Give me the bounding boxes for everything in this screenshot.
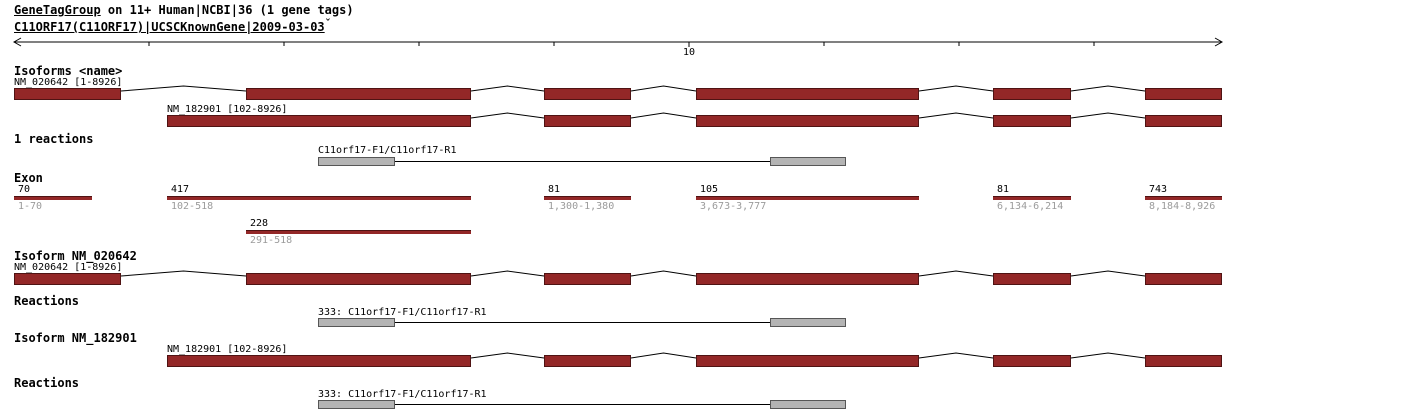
exon-box[interactable] [14, 273, 121, 285]
intron-connector [470, 270, 545, 277]
intron-connector [918, 352, 994, 359]
section-isoform-nm020642-header: Isoform NM_020642 [14, 249, 137, 263]
intron-connector [918, 85, 994, 92]
exon-bar[interactable] [544, 196, 631, 200]
header-line2: C11ORF17(C11ORF17)|UCSCKnownGene|2009-03… [14, 17, 332, 34]
exon-box[interactable] [544, 88, 631, 100]
exon-range-label: 3,673-3,777 [700, 201, 767, 212]
genetaggroup-link[interactable]: GeneTagGroup [14, 3, 101, 17]
exon-count-label: 81 [997, 184, 1010, 195]
section-reactions-header-2: Reactions [14, 376, 80, 390]
exon-range-label: 102-518 [171, 201, 214, 212]
transcript-label-nm182901-isoform[interactable]: NM_182901 [102-8926] [167, 344, 288, 355]
exon-box[interactable] [167, 355, 471, 367]
section-exon-header: Exon [14, 171, 43, 185]
exon-bar[interactable] [14, 196, 92, 200]
exon-bar[interactable] [696, 196, 919, 200]
exon-bar[interactable] [167, 196, 471, 200]
exon-box[interactable] [246, 88, 471, 100]
intron-connector [918, 270, 994, 277]
transcript-label-nm020642-isoform[interactable]: NM_020642 [1-8926] [14, 262, 123, 273]
exon-box[interactable] [1145, 273, 1222, 285]
primer-box[interactable] [770, 400, 846, 409]
exon-box[interactable] [1145, 355, 1222, 367]
section-isoform-nm182901-header: Isoform NM_182901 [14, 331, 137, 345]
intron-connector [470, 112, 545, 119]
reaction-label-nm182901[interactable]: 333: C11orf17-F1/C11orf17-R1 [318, 389, 487, 400]
exon-bar[interactable] [246, 230, 471, 234]
exon-count-label: 743 [1149, 184, 1168, 195]
intron-connector [1070, 270, 1146, 277]
exon-box[interactable] [544, 355, 631, 367]
primer-box[interactable] [318, 157, 395, 166]
intron-connector [470, 352, 545, 359]
exon-box[interactable] [696, 88, 919, 100]
exon-range-label: 291-518 [250, 235, 293, 246]
primer-box[interactable] [318, 400, 395, 409]
header-line1: GeneTagGroup on 11+ Human|NCBI|36 (1 gen… [14, 3, 354, 17]
gene-tag-link[interactable]: C11ORF17(C11ORF17)|UCSCKnownGene|2009-03… [14, 20, 325, 34]
exon-bar[interactable] [993, 196, 1071, 200]
transcript-label-nm182901-overview[interactable]: NM_182901 [102-8926] [167, 104, 288, 115]
exon-range-label: 6,134-6,214 [997, 201, 1064, 212]
exon-range-label: 1-70 [18, 201, 43, 212]
exon-box[interactable] [696, 355, 919, 367]
intron-connector [1070, 352, 1146, 359]
section-reactions-count-header: 1 reactions [14, 132, 94, 146]
exon-box[interactable] [246, 273, 471, 285]
intron-connector [630, 270, 697, 277]
intron-connector [120, 85, 247, 92]
intron-connector [630, 85, 697, 92]
reaction-label-overview[interactable]: C11orf17-F1/C11orf17-R1 [318, 145, 457, 156]
reaction-label-nm020642[interactable]: 333: C11orf17-F1/C11orf17-R1 [318, 307, 487, 318]
primer-box[interactable] [770, 157, 846, 166]
exon-box[interactable] [993, 88, 1071, 100]
exon-bar[interactable] [1145, 196, 1222, 200]
ruler-tick-label: 10 [683, 47, 696, 58]
exon-count-label: 70 [18, 184, 31, 195]
header-line1-text: on 11+ Human|NCBI|36 (1 gene tags) [100, 3, 354, 17]
exon-box[interactable] [993, 355, 1071, 367]
intron-connector [470, 85, 545, 92]
exon-box[interactable] [544, 115, 631, 127]
exon-box[interactable] [993, 115, 1071, 127]
primer-box[interactable] [770, 318, 846, 327]
intron-connector [120, 270, 247, 277]
exon-count-label: 105 [700, 184, 719, 195]
intron-connector [630, 352, 697, 359]
exon-box[interactable] [1145, 88, 1222, 100]
exon-range-label: 8,184-8,926 [1149, 201, 1216, 212]
section-reactions-header-1: Reactions [14, 294, 80, 308]
intron-connector [918, 112, 994, 119]
transcript-label-nm020642-overview[interactable]: NM_020642 [1-8926] [14, 77, 123, 88]
exon-box[interactable] [544, 273, 631, 285]
exon-count-label: 81 [548, 184, 561, 195]
primer-box[interactable] [318, 318, 395, 327]
exon-range-label: 1,300-1,380 [548, 201, 615, 212]
intron-connector [1070, 85, 1146, 92]
ruler-arrow-left-icon [12, 37, 22, 47]
exon-box[interactable] [1145, 115, 1222, 127]
exon-box[interactable] [696, 115, 919, 127]
section-isoforms-header: Isoforms <name> [14, 64, 123, 78]
exon-count-label: 228 [250, 218, 269, 229]
exon-box[interactable] [696, 273, 919, 285]
intron-connector [1070, 112, 1146, 119]
exon-box[interactable] [993, 273, 1071, 285]
intron-connector [630, 112, 697, 119]
dropdown-caret-icon[interactable]: ˇ [324, 17, 332, 30]
exon-box[interactable] [14, 88, 121, 100]
ruler-arrow-right-icon [1214, 37, 1224, 47]
exon-box[interactable] [167, 115, 471, 127]
exon-count-label: 417 [171, 184, 190, 195]
